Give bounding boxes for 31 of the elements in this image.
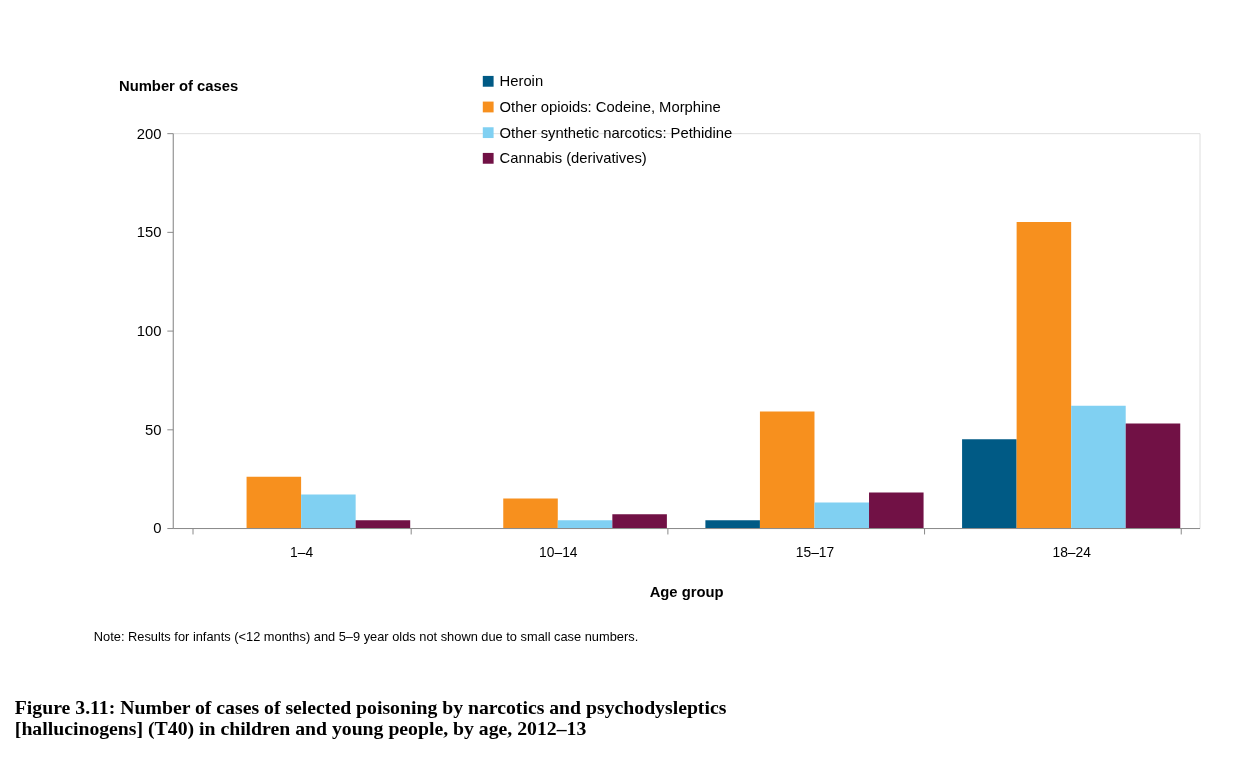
y-tick-label: 100 bbox=[136, 323, 162, 340]
bar bbox=[503, 498, 558, 529]
bar bbox=[962, 439, 1017, 529]
text: Note: Results for infants (<12 months) and 5–9 year olds not shown due to small case numbers. bbox=[93, 628, 639, 644]
legend-label: Other synthetic narcotics: Pethidine bbox=[499, 124, 733, 141]
bar bbox=[557, 520, 613, 529]
bar bbox=[759, 411, 815, 529]
y-tick-label: 50 bbox=[144, 421, 162, 438]
bar bbox=[705, 520, 760, 529]
bar bbox=[246, 476, 302, 529]
bar bbox=[1125, 423, 1181, 529]
x-tick-label: 18–24 bbox=[1052, 544, 1092, 561]
x-tick-label: 1–4 bbox=[290, 544, 314, 561]
bar bbox=[1071, 405, 1126, 529]
bar bbox=[612, 514, 667, 529]
legend-label: Heroin bbox=[499, 73, 544, 90]
bar bbox=[1016, 222, 1072, 529]
bar bbox=[301, 494, 356, 529]
y-tick-label: 150 bbox=[136, 224, 162, 241]
x-tick-label: 10–14 bbox=[539, 544, 578, 561]
legend-label: Cannabis (derivatives) bbox=[499, 150, 647, 167]
y-tick-label: 0 bbox=[153, 520, 162, 537]
legend-label: Other opioids: Codeine, Morphine bbox=[499, 98, 721, 115]
y-axis-title: Number of cases bbox=[118, 78, 239, 95]
bar bbox=[869, 492, 924, 529]
x-tick-label: 15–17 bbox=[795, 544, 835, 561]
bar bbox=[355, 520, 411, 529]
bar bbox=[814, 502, 870, 529]
y-tick-label: 200 bbox=[136, 125, 162, 142]
x-axis-title: Age group bbox=[649, 583, 724, 600]
text: Figure 3.11: Number of cases of selected poisoning by narcotics and psychodysleptics [hallucinogens] (T40) in children and young people, by age, 2012–13 bbox=[14, 695, 727, 741]
